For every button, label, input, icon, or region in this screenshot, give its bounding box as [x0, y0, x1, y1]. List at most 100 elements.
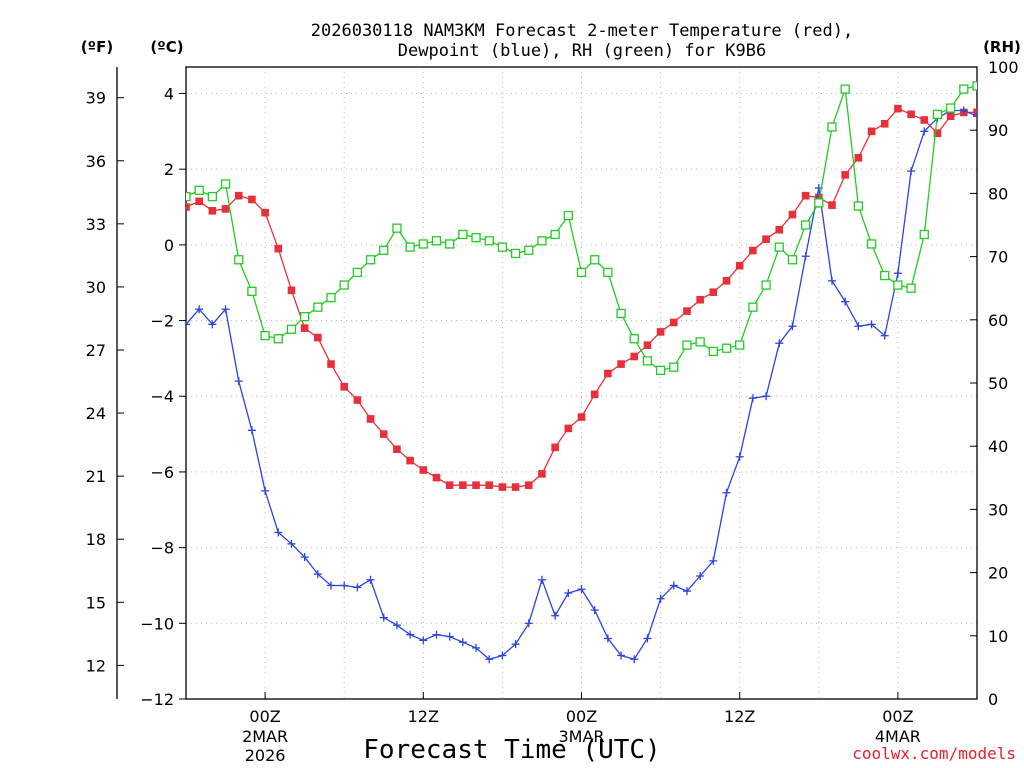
dewpoint-point [208, 320, 217, 329]
temperature-point [472, 481, 480, 489]
rh-point [721, 343, 732, 353]
rh-tick-label: 40 [988, 437, 1008, 456]
rh-point [840, 84, 850, 94]
dewpoint-point [709, 556, 718, 565]
rh-point [576, 267, 587, 278]
rh-point [787, 255, 798, 265]
dewpoint-point [907, 167, 916, 176]
rh-tick-label: 10 [988, 627, 1008, 646]
dewpoint-point [880, 331, 889, 340]
rh-point [405, 242, 415, 252]
dewpoint-point [682, 587, 691, 596]
temperature-point [511, 483, 520, 491]
celsius-tick-label: 0 [164, 236, 174, 255]
x-tick-label: 12Z [724, 707, 755, 726]
celsius-tick-label: −10 [140, 614, 174, 633]
rh-point [260, 330, 270, 341]
rh-point [220, 179, 231, 189]
celsius-tick-label: 4 [164, 84, 174, 103]
rh-point [392, 223, 402, 233]
temperature-point [485, 481, 494, 489]
celsius-tick-label: −6 [150, 463, 174, 482]
rh-tick-label: 60 [988, 311, 1008, 330]
temperature-point [867, 127, 876, 136]
rh-point [247, 286, 257, 297]
dewpoint-point [432, 630, 441, 639]
x-tick-date-label: 2MAR [242, 727, 288, 746]
dewpoint-point [630, 655, 639, 664]
temperature-point [735, 261, 744, 270]
temperature-point [379, 430, 388, 438]
x-tick-label: 00Z [882, 707, 913, 726]
temperature-point [841, 171, 849, 179]
rh-point [919, 229, 929, 240]
dewpoint-point [854, 322, 863, 331]
dewpoint-point [801, 252, 810, 261]
dewpoint-point [313, 570, 322, 579]
fahrenheit-tick-label: 24 [86, 404, 106, 423]
dewpoint-point [221, 305, 230, 314]
rh-tick-label: 50 [988, 374, 1008, 393]
dewpoint-point [656, 594, 665, 603]
temperature-point [749, 246, 757, 255]
temperature-point [920, 116, 929, 124]
temperature-point [946, 112, 955, 120]
celsius-axis-unit: (ºC) [150, 38, 183, 56]
dewpoint-point [603, 634, 612, 643]
temperature-point [498, 483, 507, 491]
dewpoint-point [392, 621, 401, 630]
temperature-point [775, 225, 784, 234]
rh-point [445, 239, 455, 249]
temperature-point [551, 443, 559, 452]
x-tick-label: 00Z [249, 707, 280, 726]
dewpoint-point [485, 655, 494, 664]
rh-point [880, 270, 890, 281]
rh-point [748, 302, 758, 312]
dewpoint-point [590, 606, 599, 615]
dewpoint-point [353, 583, 362, 592]
rh-point [471, 232, 481, 243]
dewpoint-point [300, 553, 309, 562]
rh-point [827, 122, 837, 132]
rh-point [339, 280, 349, 290]
dewpoint-point [287, 539, 296, 548]
rh-point [0, 82, 8, 90]
dewpoint-point [775, 339, 784, 348]
rh-tick-label: 70 [988, 248, 1008, 267]
temperature-point [669, 318, 678, 327]
rh-point [735, 340, 745, 350]
fahrenheit-tick-label: 27 [86, 341, 106, 360]
dewpoint-point [973, 112, 977, 121]
rh-point [550, 229, 560, 240]
temperature-point [709, 288, 718, 296]
rh-point [0, 85, 8, 93]
temperature-point [195, 197, 203, 206]
temperature-point [815, 193, 823, 202]
temperature-point [445, 481, 454, 489]
dewpoint-point [524, 619, 533, 628]
dewpoint-point [537, 575, 546, 584]
credit-text: coolwx.com/models [852, 744, 1016, 763]
dewpoint-point [564, 589, 573, 598]
rh-point [484, 236, 494, 246]
dewpoint-point [669, 581, 678, 590]
dewpoint-point [195, 305, 204, 314]
rh-point [207, 191, 218, 202]
rh-point [497, 242, 508, 252]
rh-point [352, 267, 363, 278]
dewpoint-point [762, 392, 771, 401]
dewpoint-point [419, 636, 428, 645]
fahrenheit-tick-label: 12 [86, 656, 106, 675]
temperature-point [880, 119, 889, 128]
temperature-point [722, 277, 731, 285]
dewpoint-point [327, 581, 336, 590]
rh-tick-label: 90 [988, 121, 1008, 140]
temperature-point [406, 456, 414, 465]
temperature-point [234, 191, 243, 200]
temperature-point [261, 208, 269, 217]
grid-lines [186, 67, 978, 699]
temperature-point [186, 203, 190, 211]
dewpoint-point [445, 632, 454, 641]
x-tick-date-label: 4MAR [875, 727, 921, 746]
